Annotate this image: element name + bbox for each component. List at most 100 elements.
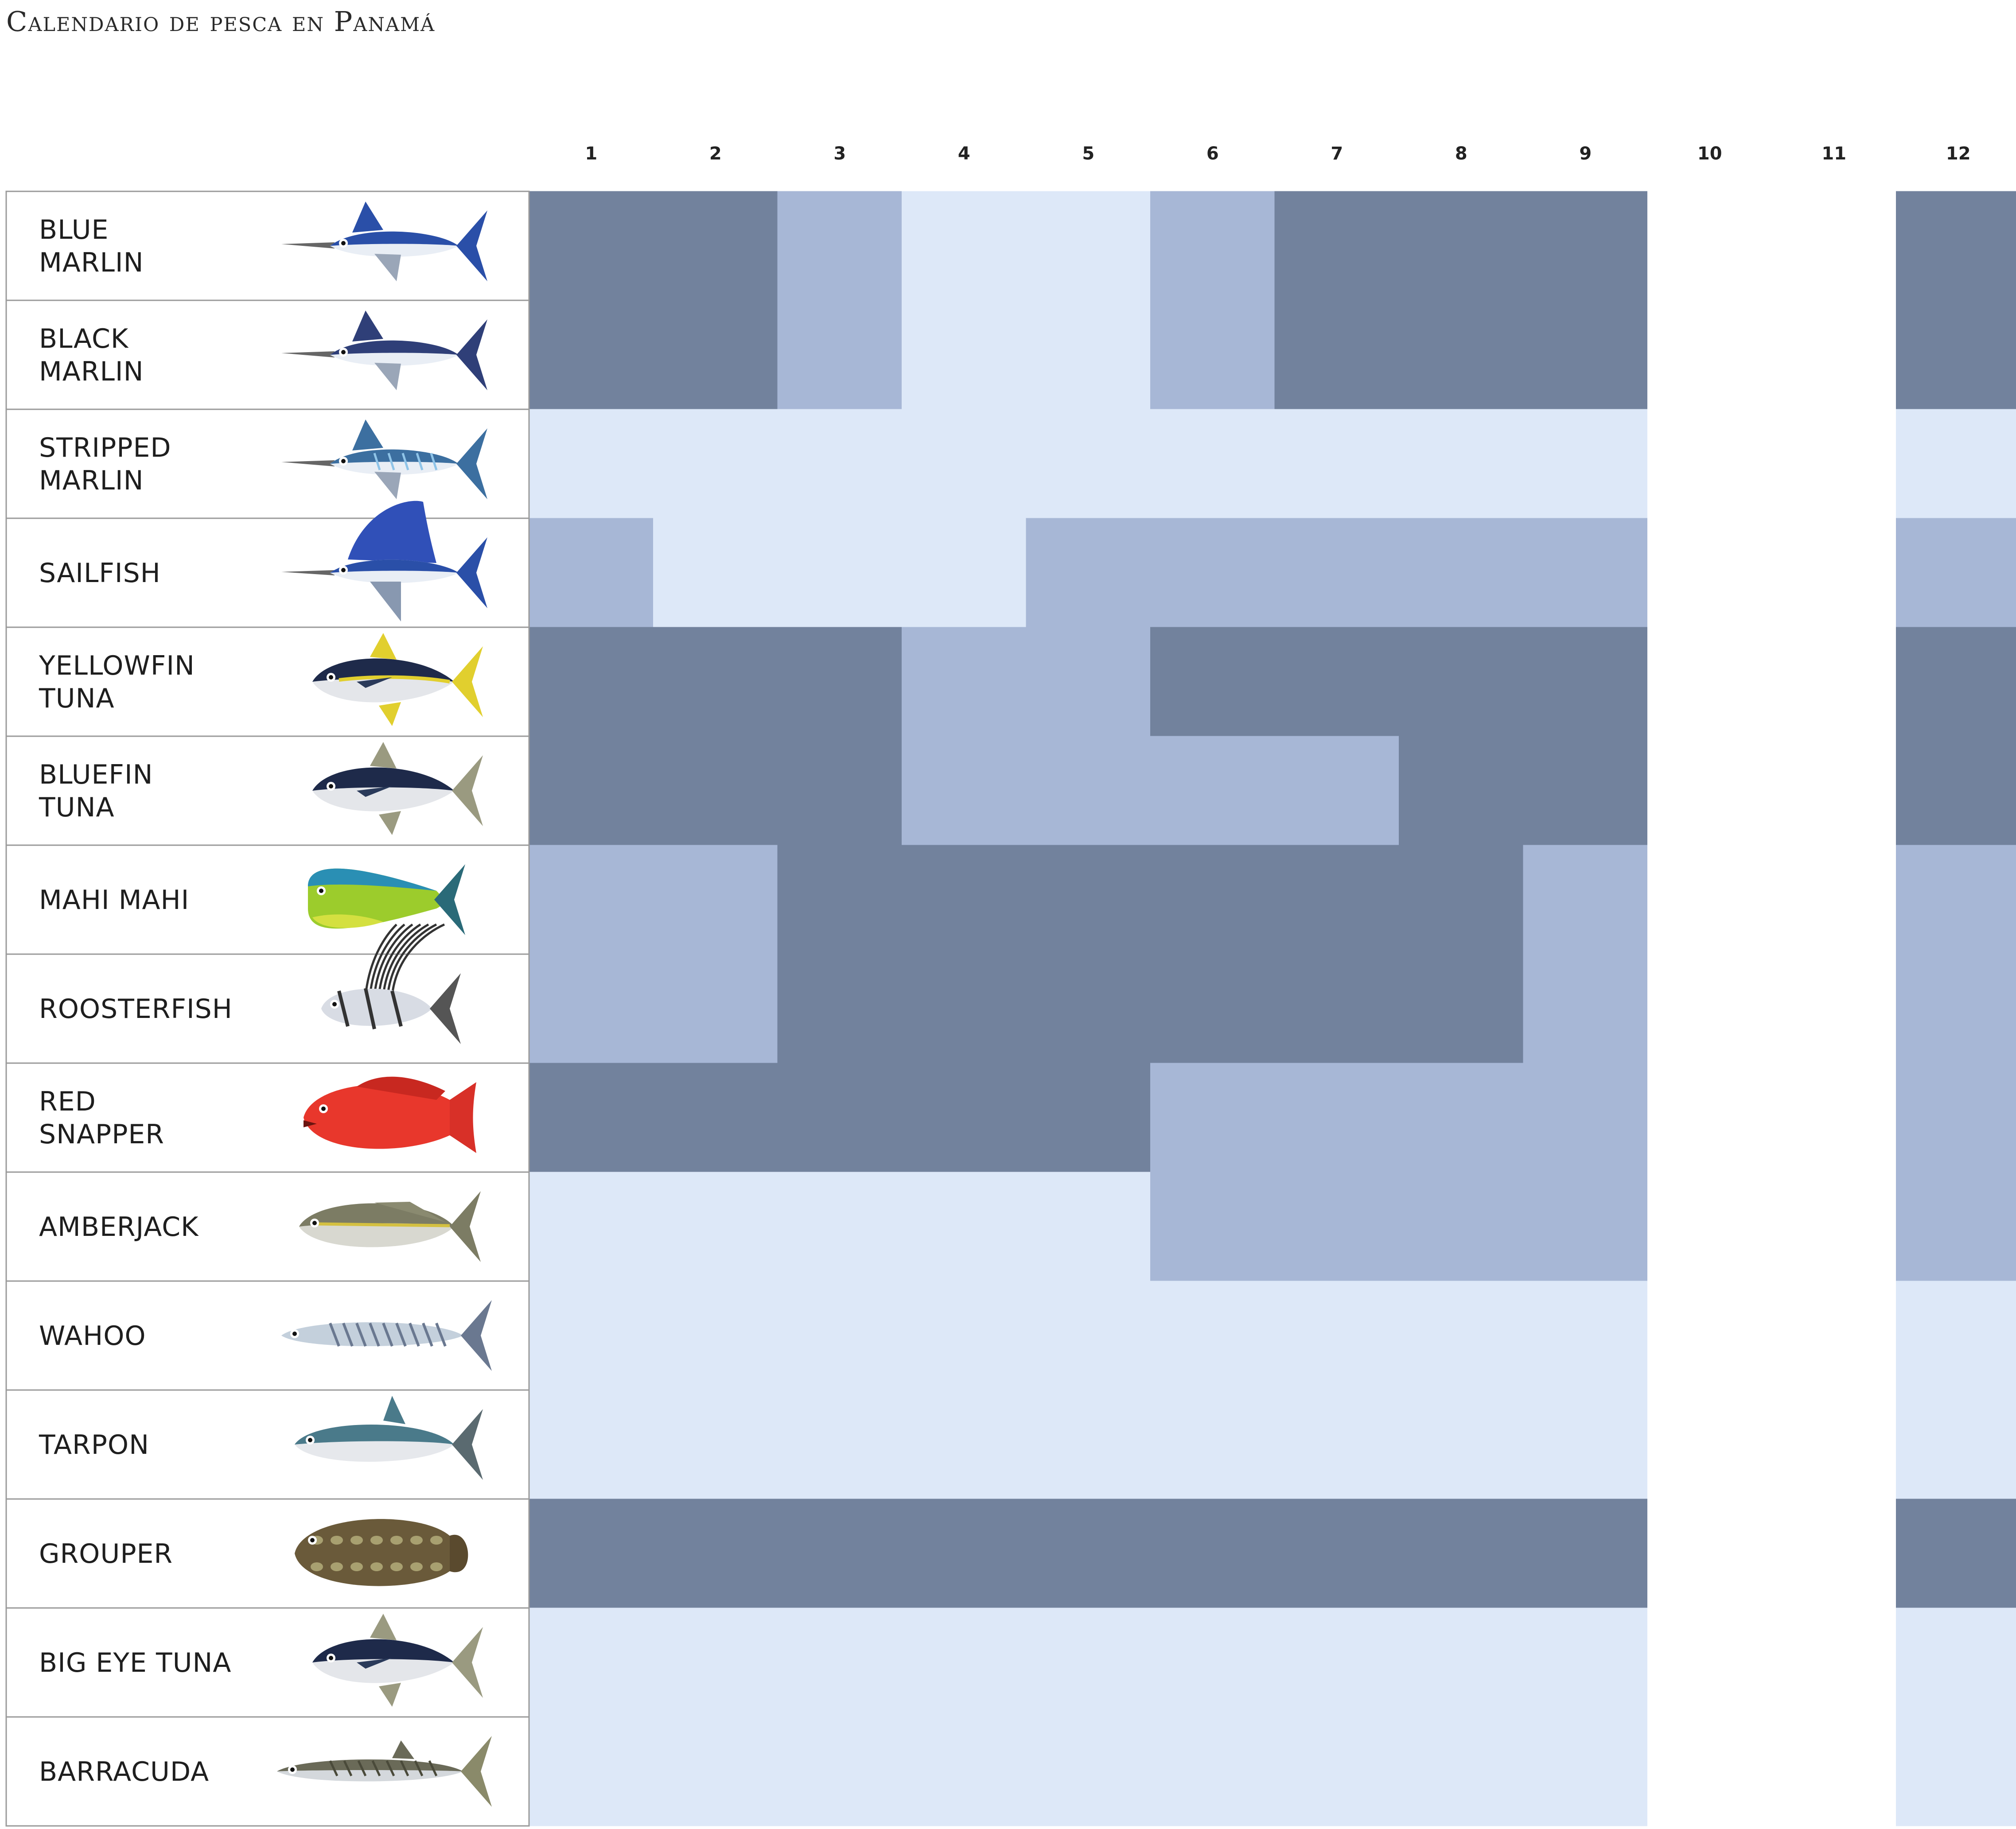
heatmap-cell bbox=[777, 1608, 902, 1717]
heatmap-cell bbox=[1399, 1172, 1524, 1281]
species-label: BIG EYE TUNA bbox=[39, 1647, 231, 1678]
barracuda-icon bbox=[277, 1736, 492, 1807]
heatmap-cell bbox=[1896, 954, 2016, 1064]
heatmap-cell bbox=[529, 1499, 654, 1608]
species-label: TARPON bbox=[39, 1429, 149, 1460]
heatmap-cell bbox=[1150, 191, 1275, 301]
heatmap-cell bbox=[1026, 1063, 1151, 1173]
heatmap-cell bbox=[1150, 1281, 1275, 1390]
heatmap-cell bbox=[1150, 627, 1275, 737]
heatmap-cell bbox=[529, 1390, 654, 1499]
heatmap-cell bbox=[1896, 736, 2016, 846]
heatmap-cell bbox=[1523, 1716, 1648, 1826]
heatmap-cell bbox=[1274, 1281, 1399, 1390]
heatmap-cell bbox=[1026, 1716, 1151, 1826]
heatmap-cell bbox=[1274, 518, 1399, 628]
heatmap-cell bbox=[1647, 518, 1772, 628]
heatmap-cell bbox=[1399, 736, 1524, 846]
month-label: 6 bbox=[1206, 144, 1219, 164]
heatmap-cell bbox=[1274, 845, 1399, 955]
heatmap-cell bbox=[1523, 1390, 1648, 1499]
heatmap-cell bbox=[1026, 1172, 1151, 1281]
species-label: BLACK bbox=[39, 323, 129, 354]
red-snapper-icon bbox=[304, 1076, 476, 1153]
heatmap-cell bbox=[902, 1390, 1027, 1499]
heatmap-cell bbox=[653, 1390, 778, 1499]
heatmap-cell bbox=[1771, 300, 1896, 410]
heatmap-cell bbox=[1896, 1172, 2016, 1281]
heatmap-cell bbox=[1647, 1499, 1772, 1608]
heatmap-cell bbox=[1896, 1063, 2016, 1173]
heatmap-cell bbox=[529, 300, 654, 410]
heatmap-cell bbox=[529, 409, 654, 519]
heatmap-cell bbox=[777, 518, 902, 628]
species-label: SNAPPER bbox=[39, 1119, 164, 1150]
species-label: WAHOO bbox=[39, 1320, 146, 1351]
heatmap-cell bbox=[529, 191, 654, 301]
species-label: RED bbox=[39, 1086, 96, 1117]
heatmap-cell bbox=[1771, 736, 1896, 846]
heatmap-cell bbox=[1026, 300, 1151, 410]
grouper-icon bbox=[295, 1519, 468, 1586]
heatmap-cell bbox=[1771, 191, 1896, 301]
heatmap-cell bbox=[1399, 1281, 1524, 1390]
species-label: BLUE bbox=[39, 214, 109, 245]
heatmap-cell bbox=[1274, 1716, 1399, 1826]
heatmap-cell bbox=[1274, 627, 1399, 737]
heatmap-cell bbox=[653, 409, 778, 519]
bluefin-tuna-icon bbox=[312, 742, 483, 835]
heatmap-cell bbox=[777, 1281, 902, 1390]
month-labels: 1 2 3 4 5 6 7 8 9 10 11 12 bbox=[585, 144, 1970, 164]
heatmap-cell bbox=[777, 954, 902, 1064]
mahi-mahi-icon bbox=[308, 864, 465, 935]
heatmap-cell bbox=[653, 954, 778, 1064]
heatmap-cell bbox=[1523, 736, 1648, 846]
heatmap-cell bbox=[529, 627, 654, 737]
heatmap-cell bbox=[1026, 627, 1151, 737]
heatmap-cell bbox=[1647, 1172, 1772, 1281]
heatmap-cell bbox=[1896, 518, 2016, 628]
heatmap-cell bbox=[902, 518, 1027, 628]
heatmap-cell bbox=[1274, 191, 1399, 301]
heatmap-cell bbox=[529, 518, 654, 628]
heatmap-cell bbox=[653, 1608, 778, 1717]
heatmap-cell bbox=[1896, 1499, 2016, 1608]
species-label: MARLIN bbox=[39, 356, 144, 387]
month-label: 11 bbox=[1821, 144, 1846, 164]
heatmap-cell bbox=[1399, 409, 1524, 519]
heatmap-cell bbox=[1771, 627, 1896, 737]
heatmap-cell bbox=[1399, 518, 1524, 628]
heatmap-cell bbox=[1026, 1281, 1151, 1390]
heatmap-cell bbox=[1647, 954, 1772, 1064]
black-marlin-icon bbox=[281, 311, 487, 390]
month-label: 9 bbox=[1579, 144, 1592, 164]
heatmap-cell bbox=[1274, 1172, 1399, 1281]
heatmap-cell bbox=[777, 1716, 902, 1826]
heatmap-cell bbox=[653, 1716, 778, 1826]
heatmap-cell bbox=[1399, 1716, 1524, 1826]
heatmap-cell bbox=[777, 409, 902, 519]
heatmap-cell bbox=[777, 627, 902, 737]
month-label: 10 bbox=[1697, 144, 1722, 164]
heatmap-cell bbox=[1399, 1390, 1524, 1499]
heatmap-cell bbox=[1274, 1499, 1399, 1608]
heatmap-cell bbox=[1026, 191, 1151, 301]
heatmap-cell bbox=[1026, 518, 1151, 628]
heatmap-cell bbox=[1771, 1172, 1896, 1281]
heatmap-cell bbox=[1274, 736, 1399, 846]
month-label: 4 bbox=[958, 144, 970, 164]
heatmap-cell bbox=[1771, 845, 1896, 955]
page-title: Calendario de pesca en Panamá bbox=[6, 5, 436, 38]
heatmap-cell bbox=[1399, 1499, 1524, 1608]
heatmap-cell bbox=[777, 1390, 902, 1499]
heatmap-cell bbox=[1399, 300, 1524, 410]
heatmap-cell bbox=[1523, 1499, 1648, 1608]
heatmap-cell bbox=[1026, 1608, 1151, 1717]
species-label: YELLOWFIN bbox=[39, 650, 195, 681]
heatmap-cell bbox=[1523, 191, 1648, 301]
heatmap-cell bbox=[653, 1063, 778, 1173]
heatmap-cell bbox=[529, 1716, 654, 1826]
heatmap-cell bbox=[1399, 191, 1524, 301]
heatmap-cell bbox=[653, 627, 778, 737]
heatmap-cell bbox=[902, 736, 1027, 846]
